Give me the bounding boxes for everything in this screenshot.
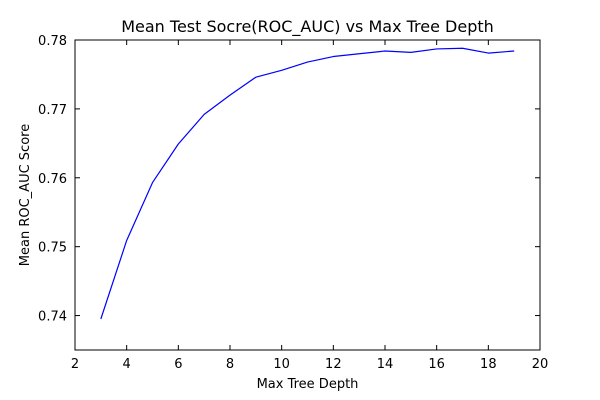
x-axis: 2 4 6 8 10 12 14 16 18 20 bbox=[71, 40, 548, 372]
chart-title: Mean Test Socre(ROC_AUC) vs Max Tree Dep… bbox=[121, 17, 494, 37]
x-axis-label: Max Tree Depth bbox=[257, 377, 359, 392]
plot-frame bbox=[74, 39, 541, 351]
y-tick-label: 0.77 bbox=[38, 103, 67, 118]
y-axis-label: Mean ROC_AUC Score bbox=[18, 124, 33, 266]
x-tick-label: 14 bbox=[377, 357, 394, 372]
x-tick-label: 18 bbox=[480, 357, 497, 372]
x-tick-label: 10 bbox=[273, 357, 290, 372]
y-tick-label: 0.75 bbox=[38, 241, 67, 256]
x-tick-label: 2 bbox=[71, 357, 79, 372]
x-tick-label: 20 bbox=[532, 357, 549, 372]
y-tick-label: 0.78 bbox=[38, 34, 67, 49]
plot-area bbox=[100, 47, 515, 320]
x-tick-label: 16 bbox=[428, 357, 445, 372]
y-axis: 0.74 0.75 0.76 0.77 0.78 bbox=[38, 34, 540, 325]
series-line-0 bbox=[100, 47, 515, 320]
y-tick-label: 0.74 bbox=[38, 310, 67, 325]
x-tick-label: 4 bbox=[123, 357, 131, 372]
x-tick-label: 12 bbox=[325, 357, 342, 372]
x-tick-label: 6 bbox=[174, 357, 182, 372]
y-tick-label: 0.76 bbox=[38, 172, 67, 187]
x-tick-label: 8 bbox=[226, 357, 234, 372]
